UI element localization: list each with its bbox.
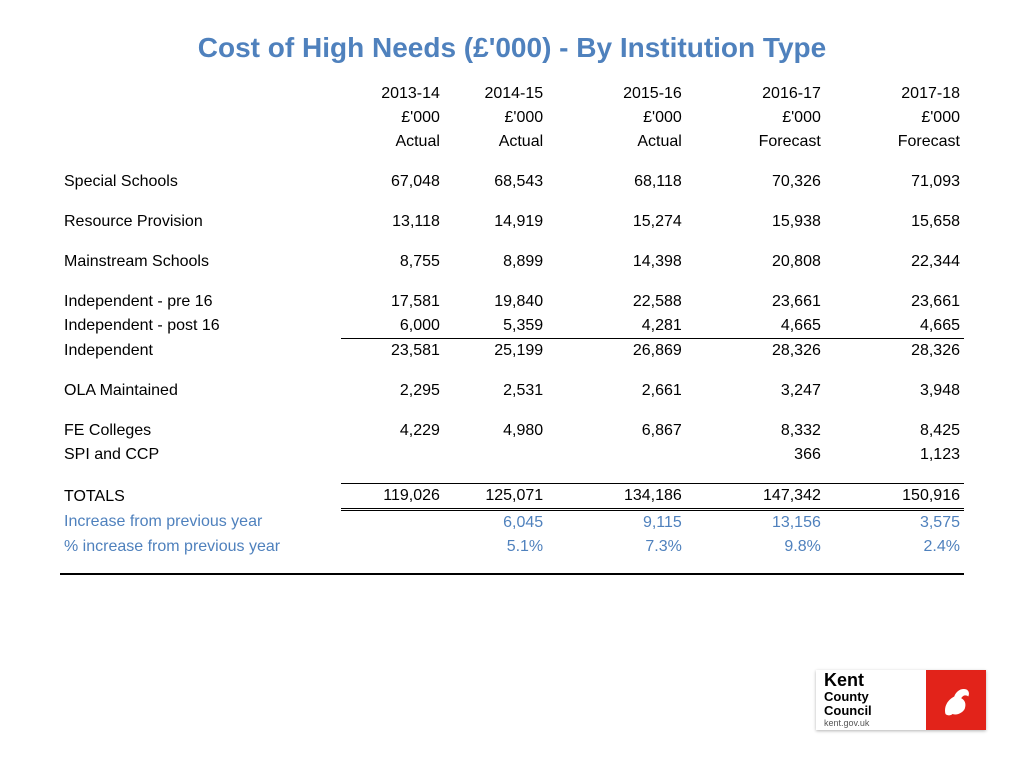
logo-url: kent.gov.uk: [824, 719, 918, 728]
row-pct-increase: % increase from previous year 5.1% 7.3% …: [60, 535, 964, 559]
col-year-3: 2016-17: [686, 82, 825, 106]
kent-logo: Kent County Council kent.gov.uk: [816, 670, 986, 730]
label-ind-pre16: Independent - pre 16: [60, 290, 341, 314]
label-special-schools: Special Schools: [60, 170, 341, 194]
col-unit-0: £'000: [341, 106, 444, 130]
row-resource-provision: Resource Provision 13,118 14,919 15,274 …: [60, 210, 964, 234]
col-unit-3: £'000: [686, 106, 825, 130]
logo-text-council: Council: [824, 704, 918, 718]
row-increase: Increase from previous year 6,045 9,115 …: [60, 510, 964, 536]
col-year-0: 2013-14: [341, 82, 444, 106]
col-basis-3: Forecast: [686, 130, 825, 154]
label-mainstream: Mainstream Schools: [60, 250, 341, 274]
row-special-schools: Special Schools 67,048 68,543 68,118 70,…: [60, 170, 964, 194]
col-unit-1: £'000: [444, 106, 547, 130]
header-basis: Actual Actual Actual Forecast Forecast: [60, 130, 964, 154]
header-unit: £'000 £'000 £'000 £'000 £'000: [60, 106, 964, 130]
col-basis-0: Actual: [341, 130, 444, 154]
logo-text-county: County: [824, 690, 918, 704]
page-title: Cost of High Needs (£'000) - By Institut…: [60, 32, 964, 64]
label-ind-post16: Independent - post 16: [60, 314, 341, 339]
col-year-1: 2014-15: [444, 82, 547, 106]
col-year-4: 2017-18: [825, 82, 964, 106]
horse-icon: [926, 670, 986, 730]
logo-text-kent: Kent: [824, 671, 918, 690]
label-ola: OLA Maintained: [60, 379, 341, 403]
row-spi-ccp: SPI and CCP 366 1,123: [60, 443, 964, 467]
col-year-2: 2015-16: [547, 82, 686, 106]
col-basis-2: Actual: [547, 130, 686, 154]
col-unit-4: £'000: [825, 106, 964, 130]
col-basis-1: Actual: [444, 130, 547, 154]
label-fe: FE Colleges: [60, 419, 341, 443]
label-resource-provision: Resource Provision: [60, 210, 341, 234]
cost-table: 2013-14 2014-15 2015-16 2016-17 2017-18 …: [60, 82, 964, 559]
col-basis-4: Forecast: [825, 130, 964, 154]
divider: [60, 573, 964, 575]
label-totals: TOTALS: [60, 484, 341, 510]
label-increase: Increase from previous year: [60, 510, 341, 536]
label-spi-ccp: SPI and CCP: [60, 443, 341, 467]
col-unit-2: £'000: [547, 106, 686, 130]
row-ind-pre16: Independent - pre 16 17,581 19,840 22,58…: [60, 290, 964, 314]
row-ind-subtotal: Independent 23,581 25,199 26,869 28,326 …: [60, 339, 964, 364]
header-year: 2013-14 2014-15 2015-16 2016-17 2017-18: [60, 82, 964, 106]
row-fe: FE Colleges 4,229 4,980 6,867 8,332 8,42…: [60, 419, 964, 443]
row-ola: OLA Maintained 2,295 2,531 2,661 3,247 3…: [60, 379, 964, 403]
row-ind-post16: Independent - post 16 6,000 5,359 4,281 …: [60, 314, 964, 339]
label-ind-subtotal: Independent: [60, 339, 341, 364]
label-pct-increase: % increase from previous year: [60, 535, 341, 559]
row-totals: TOTALS 119,026 125,071 134,186 147,342 1…: [60, 484, 964, 510]
row-mainstream: Mainstream Schools 8,755 8,899 14,398 20…: [60, 250, 964, 274]
